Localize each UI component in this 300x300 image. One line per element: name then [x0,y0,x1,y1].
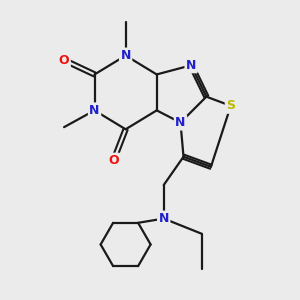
Text: N: N [89,104,100,117]
Text: N: N [175,116,186,129]
Text: O: O [108,154,119,167]
Text: O: O [59,54,69,67]
Text: S: S [226,99,235,112]
Text: N: N [186,59,196,72]
Text: N: N [158,212,169,225]
Text: N: N [120,49,131,62]
